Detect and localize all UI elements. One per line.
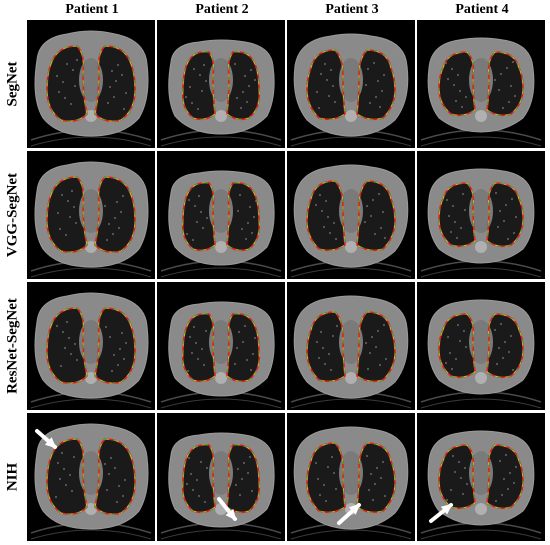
annotation-arrowhead: [348, 503, 361, 515]
column-header-patient-4: Patient 4: [455, 2, 509, 17]
ct-slice: [287, 413, 415, 541]
ct-slice: [27, 20, 155, 148]
row-header-vgg-segnet: VGG-SegNet: [0, 151, 26, 279]
row-label: NIH: [4, 462, 21, 492]
ct-slice: [287, 20, 415, 148]
ct-slice: [417, 151, 545, 279]
ct-slice: [27, 413, 155, 541]
row-label: ResNet-SegNet: [4, 298, 21, 394]
row-label: SegNet: [4, 61, 21, 107]
ct-slice: [157, 282, 285, 410]
ct-slice: [287, 282, 415, 410]
ct-image-grid: [27, 20, 546, 542]
ct-slice: [27, 151, 155, 279]
annotation-arrowhead: [225, 508, 237, 521]
row-label: VGG-SegNet: [4, 172, 21, 258]
ct-slice: [417, 282, 545, 410]
column-header-patient-3: Patient 3: [325, 2, 379, 17]
annotation-arrowhead: [44, 437, 57, 449]
row-header-segnet: SegNet: [0, 20, 26, 148]
column-header-patient-1: Patient 1: [65, 2, 119, 17]
ct-slice: [157, 20, 285, 148]
annotation-arrowhead: [440, 503, 453, 515]
ct-slice: [417, 413, 545, 541]
ct-slice: [157, 413, 285, 541]
ct-slice: [157, 151, 285, 279]
column-header-patient-2: Patient 2: [195, 2, 249, 17]
ct-slice: [287, 151, 415, 279]
row-header-resnet-segnet: ResNet-SegNet: [0, 282, 26, 410]
ct-slice: [417, 20, 545, 148]
row-header-nih: NIH: [0, 413, 26, 541]
ct-slice: [27, 282, 155, 410]
